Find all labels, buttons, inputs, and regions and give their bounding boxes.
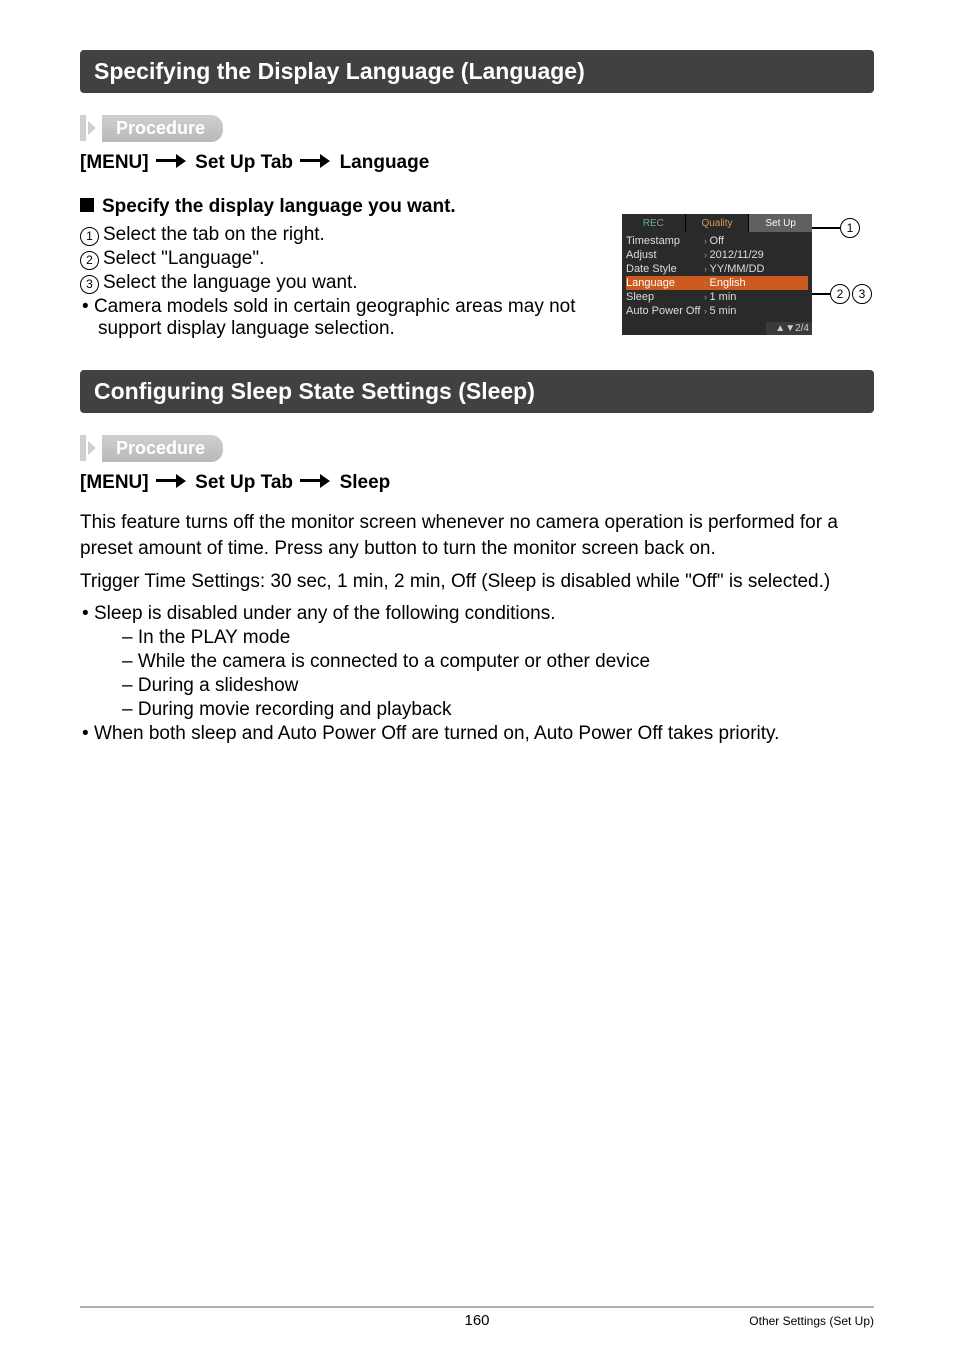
- step-2-text: Select "Language".: [103, 248, 264, 269]
- procedure-ornament-bar: [80, 435, 86, 461]
- section-heading-sleep: Configuring Sleep State Settings (Sleep): [80, 370, 874, 413]
- path-seg-setup: Set Up Tab: [195, 472, 293, 493]
- sleep-trigger-settings: Trigger Time Settings: 30 sec, 1 min, 2 …: [80, 569, 874, 595]
- note-geographic: Camera models sold in certain geographic…: [82, 296, 606, 340]
- camera-tab-setup: Set Up: [749, 214, 812, 232]
- procedure-pill: Procedure: [102, 435, 223, 462]
- camera-tab-quality: Quality: [686, 214, 750, 232]
- step-3: 3Select the language you want.: [80, 272, 606, 294]
- callout-line: [812, 293, 830, 294]
- sleep-disabled-condition: While the camera is connected to a compu…: [122, 651, 874, 673]
- camera-menu-key: Language: [626, 277, 704, 289]
- camera-menu-value: Off: [704, 235, 724, 247]
- camera-menu-row: Adjust2012/11/29: [626, 248, 808, 262]
- step-2: 2Select "Language".: [80, 248, 606, 270]
- path-seg-menu: [MENU]: [80, 472, 149, 493]
- circled-2-icon: 2: [80, 251, 99, 270]
- camera-menu-value: 2012/11/29: [704, 249, 764, 261]
- path-seg-menu: [MENU]: [80, 152, 149, 173]
- sleep-disabled-intro: Sleep is disabled under any of the follo…: [82, 603, 874, 625]
- page-number: 160: [464, 1312, 489, 1329]
- footer-category: Other Settings (Set Up): [749, 1314, 874, 1328]
- callout-circle-3: 3: [852, 284, 872, 304]
- step-1: 1Select the tab on the right.: [80, 224, 606, 246]
- camera-menu-key: Adjust: [626, 249, 704, 261]
- camera-menu-row: TimestampOff: [626, 234, 808, 248]
- camera-menu-value: English: [704, 277, 746, 289]
- circled-3-icon: 3: [80, 275, 99, 294]
- sleep-auto-power-off-priority: When both sleep and Auto Power Off are t…: [82, 723, 874, 745]
- step-3-text: Select the language you want.: [103, 272, 358, 293]
- sleep-disabled-condition: In the PLAY mode: [122, 627, 874, 649]
- arrow-icon: [156, 154, 188, 168]
- callout-circle-1: 1: [840, 218, 860, 238]
- camera-menu-row: Auto Power Off5 min: [626, 304, 808, 318]
- camera-menu-value: 5 min: [704, 305, 736, 317]
- step-1-text: Select the tab on the right.: [103, 224, 325, 245]
- procedure-ornament-arrow: [88, 121, 96, 135]
- arrow-icon: [300, 474, 332, 488]
- menu-path-sleep: [MENU] Set Up Tab Sleep: [80, 472, 874, 494]
- camera-page-indicator: ▲▼2/4: [766, 322, 812, 335]
- path-seg-sleep: Sleep: [340, 472, 391, 493]
- sleep-intro: This feature turns off the monitor scree…: [80, 510, 874, 561]
- camera-menu-key: Timestamp: [626, 235, 704, 247]
- camera-menu-row: Sleep1 min: [626, 290, 808, 304]
- sleep-disabled-condition: During a slideshow: [122, 675, 874, 697]
- camera-menu-value: 1 min: [704, 291, 736, 303]
- square-bullet-icon: [80, 198, 94, 212]
- sub-heading-text: Specify the display language you want.: [102, 196, 456, 217]
- path-seg-setup: Set Up Tab: [195, 152, 293, 173]
- camera-menu-key: Auto Power Off: [626, 305, 704, 317]
- camera-menu-row: Date StyleYY/MM/DD: [626, 262, 808, 276]
- procedure-ornament-bar: [80, 115, 86, 141]
- sub-heading-specify: Specify the display language you want.: [80, 196, 606, 218]
- path-seg-language: Language: [340, 152, 430, 173]
- menu-path-language: [MENU] Set Up Tab Language: [80, 152, 874, 174]
- camera-tab-rec: REC: [622, 214, 686, 232]
- callout-line: [812, 227, 840, 228]
- procedure-pill: Procedure: [102, 115, 223, 142]
- sleep-disabled-condition: During movie recording and playback: [122, 699, 874, 721]
- camera-menu-illustration: REC Quality Set Up TimestampOffAdjust201…: [622, 214, 812, 335]
- camera-menu-row: LanguageEnglish: [626, 276, 808, 290]
- camera-menu-value: YY/MM/DD: [704, 263, 765, 275]
- section-heading-language: Specifying the Display Language (Languag…: [80, 50, 874, 93]
- camera-menu-key: Date Style: [626, 263, 704, 275]
- page-footer: 160 Other Settings (Set Up): [80, 1306, 874, 1329]
- circled-1-icon: 1: [80, 227, 99, 246]
- arrow-icon: [300, 154, 332, 168]
- callout-circle-2: 2: [830, 284, 850, 304]
- arrow-icon: [156, 474, 188, 488]
- procedure-ornament-arrow: [88, 441, 96, 455]
- camera-menu-key: Sleep: [626, 291, 704, 303]
